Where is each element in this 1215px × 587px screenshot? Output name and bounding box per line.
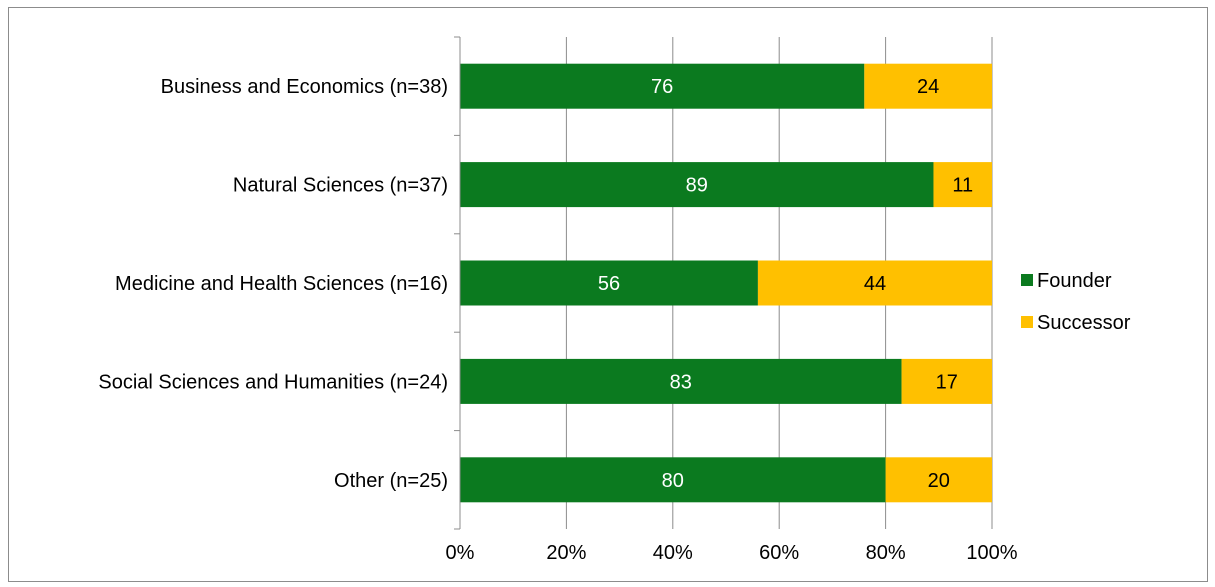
category-label: Business and Economics (n=38) xyxy=(161,76,448,98)
data-label: 11 xyxy=(952,175,973,197)
legend-label: Successor xyxy=(1037,312,1131,334)
x-tick-label: 0% xyxy=(446,542,475,564)
bar-segment-founder xyxy=(460,162,934,208)
legend: Founder Successor xyxy=(1021,270,1131,334)
data-label: 83 xyxy=(670,371,692,393)
bar-segment-successor xyxy=(933,162,992,208)
category-label: Other (n=25) xyxy=(334,470,448,492)
data-label: 24 xyxy=(917,76,939,98)
x-tick-label: 40% xyxy=(653,542,693,564)
data-label: 20 xyxy=(928,470,950,492)
bar-segment-successor xyxy=(757,260,992,306)
data-label: 44 xyxy=(864,273,886,295)
data-label: 76 xyxy=(651,76,673,98)
category-label: Natural Sciences (n=37) xyxy=(233,175,448,197)
bar-segment-founder xyxy=(460,260,758,306)
data-label: 56 xyxy=(598,273,620,295)
stacked-bar-chart: 76 24 89 11 56 44 83 17 80 20 0% 20% 40% 60% 80% 100% B… xyxy=(98,36,1131,564)
data-label: 80 xyxy=(662,470,684,492)
x-tick-label: 20% xyxy=(546,542,586,564)
data-label: 17 xyxy=(936,371,958,393)
axes: 0% 20% 40% 60% 80% 100% Business and Economics… xyxy=(98,36,1018,564)
bar-segment-founder xyxy=(460,63,865,109)
legend-label: Founder xyxy=(1037,270,1112,292)
category-label: Social Sciences and Humanities (n=24) xyxy=(98,371,448,393)
legend-swatch-founder xyxy=(1021,274,1033,286)
bar-segment-successor xyxy=(885,457,992,503)
chart-frame: 76 24 89 11 56 44 83 17 80 20 0% 20% 40% 60% 80% 100% B… xyxy=(8,7,1208,582)
bar-segment-successor xyxy=(864,63,992,109)
legend-swatch-successor xyxy=(1021,316,1033,328)
x-tick-label: 60% xyxy=(759,542,799,564)
bar-segment-successor xyxy=(901,358,992,404)
bar-segment-founder xyxy=(460,358,902,404)
bar-segment-founder xyxy=(460,457,886,503)
x-tick-label: 100% xyxy=(966,542,1017,564)
category-label: Medicine and Health Sciences (n=16) xyxy=(115,273,448,295)
bars: 76 24 89 11 56 44 83 17 80 20 xyxy=(460,63,992,503)
x-tick-label: 80% xyxy=(866,542,906,564)
data-label: 89 xyxy=(686,175,708,197)
